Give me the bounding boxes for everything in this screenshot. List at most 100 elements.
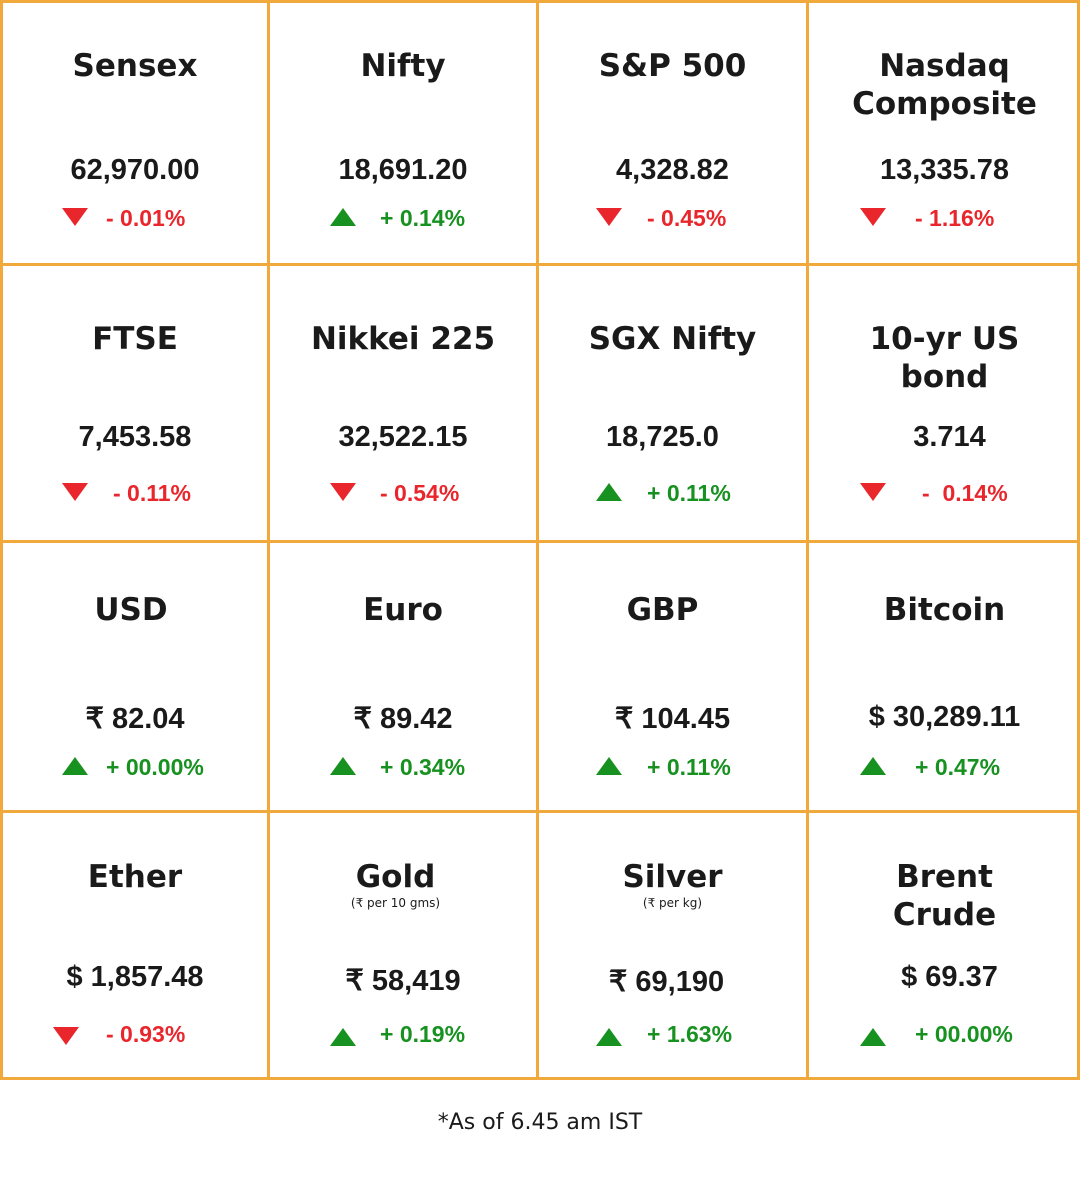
tile-name: GBP xyxy=(626,592,699,628)
tile-value: $ 69.37 xyxy=(901,961,998,993)
tile-value: 3.714 xyxy=(913,421,986,453)
change-percent: - 0.45% xyxy=(647,205,727,231)
tile-change: - 0.01% xyxy=(3,206,267,232)
tile-name: USD xyxy=(94,592,168,628)
tile-brent-crude: Brent Crude $ 69.37 + 00.00% xyxy=(806,810,1080,1080)
tile-euro: Euro ₹ 89.42 + 0.34% xyxy=(267,540,536,810)
up-arrow-icon xyxy=(330,1028,356,1046)
tile-change: + 0.14% xyxy=(270,206,536,232)
tile-value: $ 30,289.11 xyxy=(868,701,1021,733)
tile-change: + 0.19% xyxy=(270,1022,536,1048)
tile-change: + 0.34% xyxy=(270,755,536,781)
tile-name: Sensex xyxy=(72,48,198,84)
change-percent: + 0.34% xyxy=(380,754,466,780)
tile-name: Ether xyxy=(87,859,183,895)
tile-usd: USD ₹ 82.04 + 00.00% xyxy=(0,540,267,810)
up-arrow-icon xyxy=(330,757,356,775)
tile-value: 18,691.20 xyxy=(338,154,468,186)
tile-name: Brent Crude xyxy=(892,859,997,933)
change-percent: + 00.00% xyxy=(106,754,204,780)
tile-value: 62,970.00 xyxy=(70,154,200,186)
up-arrow-icon xyxy=(330,208,356,226)
down-arrow-icon xyxy=(62,483,88,501)
tile-value: 18,725.0 xyxy=(606,421,719,453)
change-percent: + 0.47% xyxy=(915,754,1001,780)
change-percent: - 0.54% xyxy=(380,480,460,506)
tile-bitcoin: Bitcoin $ 30,289.11 + 0.47% xyxy=(806,540,1080,810)
tile-name: S&P 500 xyxy=(598,48,747,84)
down-arrow-icon xyxy=(330,483,356,501)
tile-change: + 00.00% xyxy=(809,1022,1080,1048)
up-arrow-icon xyxy=(860,1028,886,1046)
change-percent: - 0.93% xyxy=(106,1021,186,1047)
change-percent: + 00.00% xyxy=(915,1021,1013,1047)
tile-name: Silver (₹ per kg) xyxy=(539,858,806,909)
up-arrow-icon xyxy=(62,757,88,775)
down-arrow-icon xyxy=(53,1027,79,1045)
change-percent: - 0.11% xyxy=(113,480,191,506)
tile-value: ₹ 104.45 xyxy=(614,703,731,735)
change-percent: + 1.63% xyxy=(647,1021,733,1047)
down-arrow-icon xyxy=(860,208,886,226)
tile-silver: Silver (₹ per kg) ₹ 69,190 + 1.63% xyxy=(536,810,806,1080)
tile-nifty: Nifty 18,691.20 + 0.14% xyxy=(267,0,536,263)
tile-ether: Ether $ 1,857.48 - 0.93% xyxy=(0,810,267,1080)
change-percent: - 0.01% xyxy=(106,205,186,231)
down-arrow-icon xyxy=(860,483,886,501)
tile-value: 13,335.78 xyxy=(879,154,1009,186)
up-arrow-icon xyxy=(596,483,622,501)
tile-change: + 0.11% xyxy=(539,481,806,507)
tile-name-text: Gold xyxy=(355,859,436,895)
change-percent: + 0.11% xyxy=(647,480,731,506)
tile-value: $ 1,857.48 xyxy=(66,961,204,993)
tile-sgx-nifty: SGX Nifty 18,725.0 + 0.11% xyxy=(536,263,806,540)
tile-value: 4,328.82 xyxy=(616,154,729,186)
tile-change: + 00.00% xyxy=(3,755,267,781)
tile-name: SGX Nifty xyxy=(588,321,757,357)
tile-change: - 0.14% xyxy=(809,481,1080,507)
tile-nikkei: Nikkei 225 32,522.15 - 0.54% xyxy=(267,263,536,540)
tile-change: - 1.16% xyxy=(809,206,1080,232)
tile-value: 7,453.58 xyxy=(78,421,192,453)
change-percent: - 1.16% xyxy=(915,205,995,231)
tile-name: Nasdaq Composite xyxy=(852,48,1037,122)
tile-name: Nifty xyxy=(360,48,446,84)
footnote: *As of 6.45 am IST xyxy=(437,1110,643,1135)
up-arrow-icon xyxy=(596,757,622,775)
tile-change: + 0.47% xyxy=(809,755,1080,781)
change-percent: + 0.14% xyxy=(380,205,466,231)
tile-nasdaq: Nasdaq Composite 13,335.78 - 1.16% xyxy=(806,0,1080,263)
tile-change: + 0.11% xyxy=(539,755,806,781)
tile-10yr-bond: 10-yr US bond 3.714 - 0.14% xyxy=(806,263,1080,540)
tile-change: - 0.11% xyxy=(3,481,267,507)
tile-sensex: Sensex 62,970.00 - 0.01% xyxy=(0,0,267,263)
up-arrow-icon xyxy=(596,1028,622,1046)
tile-change: - 0.45% xyxy=(539,206,806,232)
tile-change: - 0.54% xyxy=(270,481,536,507)
tile-name: Nikkei 225 xyxy=(310,321,496,357)
tile-gold: Gold (₹ per 10 gms) ₹ 58,419 + 0.19% xyxy=(267,810,536,1080)
down-arrow-icon xyxy=(596,208,622,226)
down-arrow-icon xyxy=(62,208,88,226)
tile-name: Gold (₹ per 10 gms) xyxy=(255,858,536,909)
tile-name: FTSE xyxy=(92,321,178,357)
tile-value: ₹ 82.04 xyxy=(85,703,185,735)
tile-name: 10-yr US bond xyxy=(869,321,1020,395)
change-percent: - 0.14% xyxy=(922,480,1008,506)
change-percent: + 0.19% xyxy=(380,1021,466,1047)
tile-name: Bitcoin xyxy=(883,592,1006,628)
tile-unit: (₹ per kg) xyxy=(642,896,703,910)
tile-ftse: FTSE 7,453.58 - 0.11% xyxy=(0,263,267,540)
tile-change: - 0.93% xyxy=(3,1022,267,1048)
tile-change: + 1.63% xyxy=(539,1022,806,1048)
market-grid: Sensex 62,970.00 - 0.01% Nifty 18,691.20… xyxy=(0,0,1080,1080)
tile-name-text: Silver xyxy=(622,859,723,895)
tile-gbp: GBP ₹ 104.45 + 0.11% xyxy=(536,540,806,810)
tile-sp500: S&P 500 4,328.82 - 0.45% xyxy=(536,0,806,263)
tile-value: ₹ 69,190 xyxy=(608,966,725,998)
tile-value: 32,522.15 xyxy=(338,421,468,453)
change-percent: + 0.11% xyxy=(647,754,731,780)
tile-value: ₹ 89.42 xyxy=(353,703,453,735)
tile-value: ₹ 58,419 xyxy=(345,965,461,997)
tile-unit: (₹ per 10 gms) xyxy=(350,896,441,910)
